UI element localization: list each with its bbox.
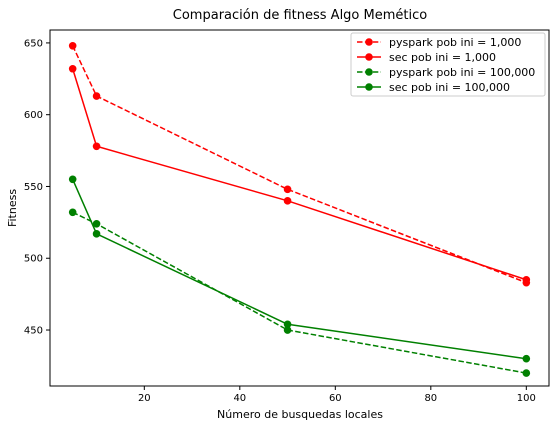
legend-frame (350, 32, 546, 97)
x-axis: 20 40 60 80 100 (138, 386, 536, 404)
data-point (68, 64, 77, 73)
legend-entry: pyspark pob ini = 100,000 (357, 66, 535, 79)
series-line (72, 211, 527, 374)
x-tick-label: 60 (329, 393, 342, 404)
x-tick-label: 40 (233, 393, 246, 404)
legend-entry: sec pob ini = 100,000 (357, 81, 510, 94)
data-point (283, 185, 292, 194)
legend: pyspark pob ini = 1,000 sec pob ini = 1,0… (350, 32, 546, 97)
data-point (522, 275, 531, 284)
legend-marker (365, 83, 373, 91)
data-point (92, 92, 101, 100)
series-line (72, 45, 527, 284)
chart-title: Comparación de fitness Algo Memético (173, 8, 427, 23)
data-point (68, 175, 77, 184)
data-point (522, 354, 531, 363)
y-tick-label: 650 (24, 38, 43, 49)
data-point (92, 142, 101, 151)
data-point (68, 41, 77, 50)
data-point (68, 208, 77, 217)
y-tick-label: 550 (24, 182, 43, 193)
y-axis: 450 500 550 600 650 (24, 38, 50, 337)
y-tick-label: 600 (24, 110, 43, 121)
y-axis-label: Fitness (6, 189, 19, 227)
data-point (283, 326, 292, 334)
plot-area (68, 41, 531, 377)
series-line (71, 178, 527, 360)
legend-marker (365, 38, 373, 46)
data-point (283, 320, 292, 329)
legend-entry: sec pob ini = 1,000 (357, 51, 496, 64)
x-tick-label: 100 (517, 393, 536, 404)
x-tick-label: 80 (424, 393, 437, 404)
series-line (71, 68, 527, 281)
legend-label: pyspark pob ini = 100,000 (389, 66, 535, 79)
legend-label: sec pob ini = 100,000 (389, 81, 510, 94)
data-point (92, 230, 101, 238)
legend-label: pyspark pob ini = 1,000 (389, 36, 521, 49)
data-point (283, 197, 292, 205)
legend-entry: pyspark pob ini = 1,000 (357, 36, 521, 49)
data-point (522, 369, 531, 377)
legend-marker (365, 68, 373, 76)
x-tick-label: 20 (138, 393, 151, 404)
legend-label: sec pob ini = 1,000 (389, 51, 496, 64)
series-4 (68, 175, 531, 363)
plot-frame (49, 29, 550, 387)
x-axis-label: Número de busquedas locales (217, 408, 383, 421)
series-2 (68, 64, 531, 284)
legend-marker (365, 53, 373, 61)
series-3 (68, 208, 531, 377)
data-point (92, 219, 101, 228)
y-tick-label: 450 (24, 326, 43, 337)
y-tick-label: 500 (24, 254, 43, 265)
